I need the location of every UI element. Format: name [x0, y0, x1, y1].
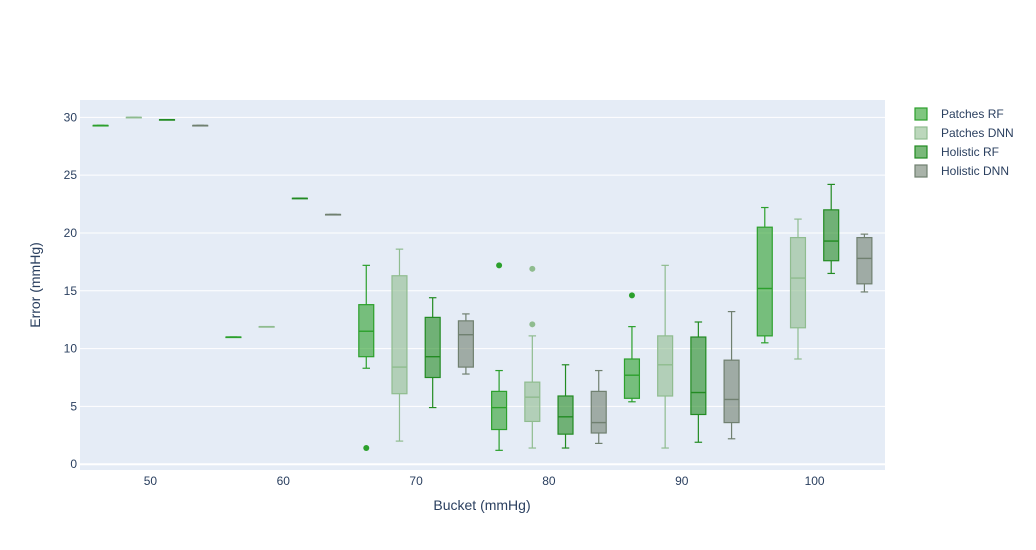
legend-swatch	[914, 164, 928, 178]
box-body	[524, 381, 541, 423]
legend-item[interactable]: Holistic RF	[914, 145, 999, 159]
box	[258, 325, 275, 328]
box	[623, 292, 641, 403]
y-axis-ticks: 0 5 10 15 20 25 30	[64, 110, 78, 471]
x-tick-label: 50	[144, 474, 158, 488]
box-series-group	[92, 116, 873, 452]
box-body	[789, 236, 807, 329]
box	[590, 369, 607, 445]
outlier-point	[529, 321, 536, 328]
box	[524, 265, 541, 449]
box-series	[92, 124, 773, 452]
legend-swatch	[914, 107, 928, 121]
box-series	[192, 124, 873, 445]
box	[125, 116, 142, 119]
box	[557, 364, 574, 449]
box-body	[856, 236, 873, 285]
box-body	[756, 226, 773, 337]
box	[324, 213, 342, 216]
y-tick-label: 25	[64, 168, 78, 182]
x-axis-ticks: 50 60 70 80 90 100	[144, 474, 825, 488]
gridlines	[80, 116, 885, 466]
legend-label: Holistic DNN	[941, 164, 1009, 178]
box	[225, 336, 242, 339]
box-body	[690, 336, 707, 416]
y-axis-title: Error (mmHg)	[27, 242, 43, 328]
x-axis-title: Bucket (mmHg)	[433, 497, 530, 513]
box	[823, 183, 840, 275]
legend-label: Holistic RF	[941, 145, 999, 159]
box	[391, 248, 408, 442]
box-body	[391, 275, 408, 395]
legend-label: Patches RF	[941, 107, 1004, 121]
box-body	[491, 390, 508, 431]
box	[657, 264, 674, 449]
box	[856, 233, 873, 293]
box-body	[557, 395, 574, 435]
box	[92, 124, 109, 127]
outlier-point	[529, 265, 536, 272]
box-series	[158, 118, 840, 449]
y-tick-label: 10	[64, 342, 78, 356]
outlier-point	[496, 262, 503, 269]
box	[491, 262, 508, 451]
plot-area-background	[80, 100, 885, 470]
legend-item[interactable]: Holistic DNN	[914, 164, 1009, 178]
x-tick-label: 70	[409, 474, 423, 488]
box	[723, 310, 740, 440]
x-tick-label: 100	[805, 474, 825, 488]
box	[457, 313, 474, 375]
box-body	[657, 335, 674, 397]
box	[358, 264, 375, 452]
box	[690, 321, 707, 443]
x-tick-label: 90	[675, 474, 689, 488]
box	[192, 124, 209, 127]
box-series	[125, 116, 807, 449]
y-tick-label: 20	[64, 226, 78, 240]
box	[789, 218, 807, 360]
legend-item[interactable]: Patches DNN	[914, 126, 1014, 140]
box-body	[424, 316, 441, 379]
box	[291, 197, 308, 200]
box-body	[623, 358, 641, 399]
legend[interactable]: Patches RF Patches DNN Holistic RF Holistic…	[914, 107, 1014, 178]
legend-label: Patches DNN	[941, 126, 1014, 140]
outlier-point	[363, 445, 370, 452]
box-body	[823, 209, 840, 262]
x-tick-label: 60	[277, 474, 291, 488]
legend-swatch	[914, 126, 928, 140]
legend-item[interactable]: Patches RF	[914, 107, 1004, 121]
box-body	[457, 320, 474, 368]
y-tick-label: 0	[70, 457, 77, 471]
outlier-point	[628, 292, 635, 299]
box-body	[723, 359, 740, 424]
y-tick-label: 15	[64, 284, 78, 298]
box	[158, 118, 176, 121]
box	[756, 206, 773, 344]
box-body	[590, 390, 607, 434]
x-tick-label: 80	[542, 474, 556, 488]
y-tick-label: 30	[64, 110, 78, 124]
y-tick-label: 5	[70, 399, 77, 413]
box	[424, 297, 441, 409]
legend-swatch	[914, 145, 928, 159]
